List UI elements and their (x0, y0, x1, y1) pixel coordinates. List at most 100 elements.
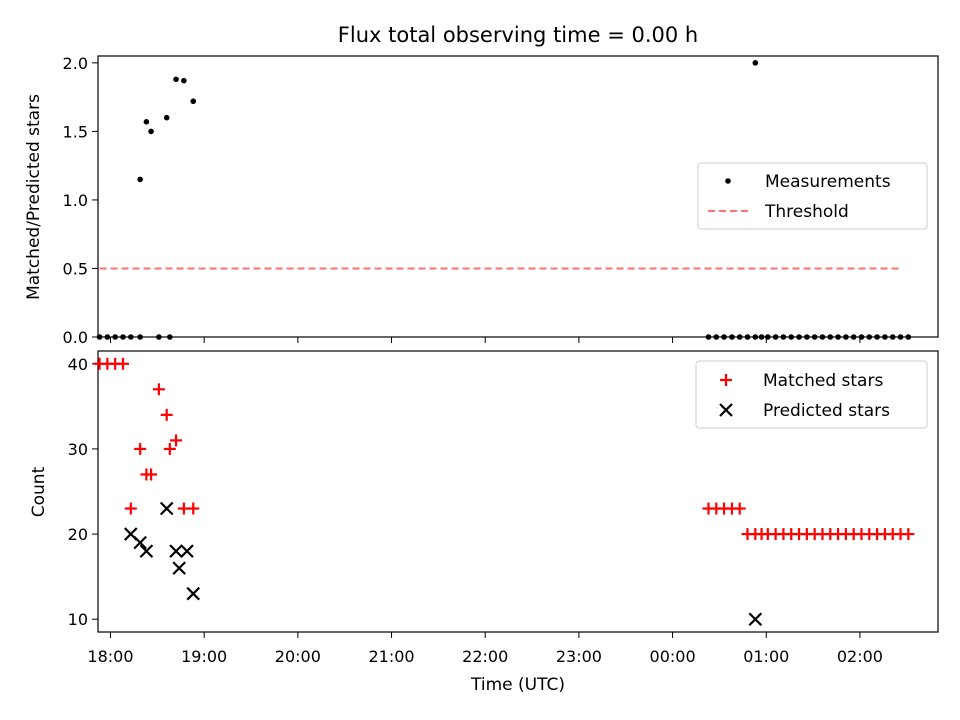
measurement-point (804, 334, 810, 340)
x-axis-label: Time (UTC) (470, 675, 565, 695)
measurement-point (905, 334, 912, 340)
matched-point (160, 408, 173, 421)
y-tick-label: 40 (68, 355, 88, 374)
count-panel: 10 20 30 40 18:00 19:00 20:00 21:00 22:00 23:00 0… (29, 350, 939, 695)
matched-point (134, 442, 147, 455)
ratio-panel: 0.00.51.01.52.0 Matched/Predicted stars … (24, 54, 939, 347)
x-tick-label: 02:00 (837, 647, 883, 666)
x-tick-label: 21:00 (368, 647, 414, 666)
measurement-point (148, 128, 154, 135)
measurement-point (835, 334, 841, 340)
count-marks (93, 357, 915, 627)
legend-predicted-label: Predicted stars (763, 401, 890, 421)
count-legend-box (695, 360, 928, 429)
ratio-legend: Measurements Threshold (697, 162, 928, 230)
ratio-legend-box (697, 162, 928, 230)
measurement-point (827, 334, 834, 340)
measurement-point (173, 76, 179, 83)
matched-point (163, 442, 176, 455)
measurement-point (137, 176, 143, 183)
matched-point (152, 383, 165, 396)
measurement-point (772, 334, 779, 340)
measurement-point (889, 334, 896, 340)
measurement-point (729, 334, 735, 340)
y-tick-label: 30 (68, 440, 88, 459)
x-axis: 18:00 19:00 20:00 21:00 22:00 23:00 00:00 01:00… (87, 632, 883, 666)
measurement-point (780, 334, 787, 340)
count-plot-area (97, 350, 939, 633)
measurement-point (811, 334, 818, 340)
measurement-point (897, 334, 904, 340)
measurement-point (181, 77, 187, 84)
matched-point (902, 528, 915, 541)
measurement-point (190, 98, 197, 105)
y-tick-label: 0.0 (63, 328, 88, 347)
ratio-marks (96, 60, 912, 340)
x-tick-label: 23:00 (556, 647, 602, 666)
chart-title: Flux total observing time = 0.00 h (338, 23, 698, 47)
predicted-point (180, 544, 194, 558)
predicted-point (133, 535, 147, 550)
predicted-point (748, 612, 763, 627)
legend-measurements-marker (725, 178, 731, 184)
measurement-point (752, 60, 759, 66)
measurement-point (788, 334, 795, 340)
matched-point (116, 357, 129, 370)
measurement-point (752, 334, 759, 340)
matched-point (145, 468, 158, 481)
predicted-point (169, 544, 183, 558)
measurement-point (736, 334, 743, 340)
measurement-point (874, 334, 880, 340)
predicted-point (186, 586, 201, 601)
count-y-axis: 10 20 30 40 (68, 355, 98, 629)
count-y-axis-label: Count (29, 466, 49, 517)
measurement-point (850, 334, 857, 340)
measurement-point (721, 334, 727, 340)
measurement-point (156, 334, 162, 340)
measurement-point (143, 118, 150, 125)
predicted-point (172, 561, 186, 575)
y-tick-label: 10 (68, 610, 88, 629)
matched-point (733, 502, 746, 515)
predicted-point (139, 544, 154, 558)
measurement-point (758, 334, 765, 340)
y-tick-label: 0.5 (63, 259, 88, 278)
ratio-y-axis-label: Matched/Predicted stars (24, 94, 44, 300)
y-tick-label: 20 (68, 525, 88, 544)
measurement-point (796, 334, 802, 340)
measurement-point (127, 334, 134, 340)
legend-measurements-label: Measurements (765, 172, 891, 192)
measurement-point (882, 334, 888, 340)
measurement-point (163, 114, 170, 121)
measurement-point (713, 334, 720, 340)
predicted-point (159, 501, 174, 516)
y-tick-label: 1.0 (63, 191, 88, 210)
measurement-point (705, 334, 712, 340)
legend-matched-label: Matched stars (763, 371, 883, 391)
measurement-point (765, 334, 771, 340)
measurement-point (866, 334, 873, 340)
measurement-point (96, 334, 103, 340)
x-tick-label: 01:00 (743, 647, 789, 666)
measurement-point (104, 334, 111, 340)
measurement-point (137, 334, 143, 340)
count-legend: Matched stars Predicted stars (695, 360, 928, 429)
measurement-point (819, 334, 826, 340)
measurement-point (167, 334, 173, 340)
matched-point (170, 434, 183, 447)
matched-point (124, 502, 137, 515)
legend-matched-marker (720, 374, 732, 386)
x-tick-label: 22:00 (462, 647, 508, 666)
legend-predicted-marker (719, 403, 733, 417)
measurement-point (112, 334, 118, 340)
x-tick-label: 19:00 (181, 647, 227, 666)
measurement-point (120, 334, 126, 340)
y-tick-label: 2.0 (63, 54, 88, 73)
x-tick-label: 00:00 (650, 647, 696, 666)
x-tick-label: 18:00 (87, 647, 133, 666)
measurement-point (744, 334, 751, 340)
x-tick-label: 20:00 (275, 647, 321, 666)
legend-threshold-label: Threshold (764, 202, 849, 222)
measurement-point (843, 334, 849, 340)
